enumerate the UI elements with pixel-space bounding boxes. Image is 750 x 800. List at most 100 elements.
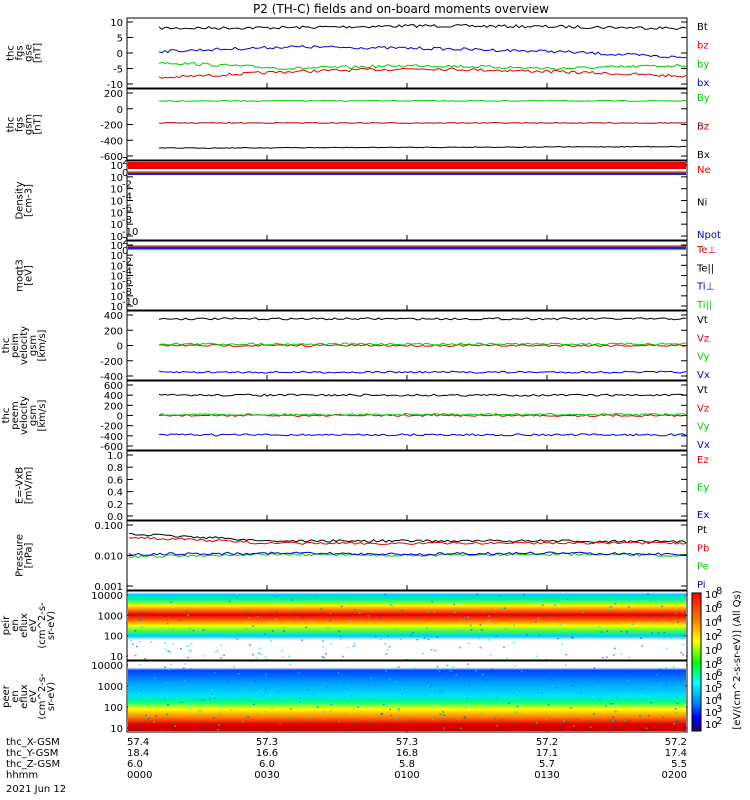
spectrogram-noise [525,671,528,673]
spectrogram-noise [326,685,329,688]
legend-entry: Vt [697,315,708,326]
y-tick-label: -200 [100,422,123,433]
spectrogram-noise [490,668,493,670]
spectrogram-noise [682,654,685,656]
series-Vx [158,370,687,374]
spectrogram-noise [451,596,454,598]
spectrogram-noise [454,611,456,614]
y-tick-exponent: -4 [122,267,132,278]
spectrogram-noise [606,630,609,632]
spectrogram-noise [161,689,164,691]
spectrogram-noise [597,696,600,699]
spectrogram-noise [339,638,342,641]
panels-group: 1050-5-10thcfgsgse[nT]Btbzbybx2000-200-4… [0,17,721,735]
spectrogram-noise [479,646,482,649]
spectrogram-noise [613,719,616,722]
spectrogram-noise [168,650,171,652]
spectrogram-noise [442,714,445,716]
series-Bz [158,121,687,124]
spectrogram-noise [275,595,278,598]
y-tick-exponent: 2 [122,236,128,247]
spectrogram-noise [264,673,267,676]
y-axis-label-line: [km/s] [37,329,48,361]
spectrogram-noise [573,725,576,727]
y-tick-label: -600 [100,442,123,453]
spectrogram-noise [186,645,189,648]
spectrogram-noise [329,619,332,622]
spectrogram-noise [499,595,502,597]
y-axis-label-line: [eV] [24,265,35,286]
y-tick-label: 0 [117,342,123,353]
y-axis-label-line: E=-VxB [15,467,26,504]
spectrogram-noise [166,622,169,625]
spectrogram-noise [239,687,242,690]
colorbar-tick: 10 [705,590,718,601]
spectrogram-noise [198,709,201,712]
y-axis-label-line: velocity [19,396,30,435]
spectrogram-noise [266,686,269,689]
legend-entry: bx [697,78,709,89]
y-axis-label-line: en [10,619,21,632]
y-tick-label: 10 [110,241,123,252]
spectrogram-noise [553,604,556,606]
spectrogram-noise [190,642,193,645]
y-axis-label: thcfgsgsm[nT] [6,114,44,135]
ephemeris-row-name: hhmm [6,770,38,781]
spectrogram-noise [488,619,491,622]
colorbar-tick: 10 [705,646,718,657]
spectrogram-noise [397,612,399,615]
spectrogram-noise [389,708,391,711]
spectrogram-noise [601,657,604,659]
legend-entry: Pb [697,543,709,554]
spectrogram-noise [593,667,596,669]
colorbar-tick: 10 [705,660,718,671]
spectrogram-noise [589,726,592,728]
spectrogram-noise [138,640,141,643]
spectrogram-noise [258,647,261,649]
spectrogram-noise [346,646,349,649]
spectrogram-noise [439,716,442,718]
y-axis-label-line: gsm [24,114,35,135]
spectrogram-noise [512,724,515,726]
spectrogram-noise [620,630,623,633]
spectrogram-noise [253,680,256,683]
spectrogram-noise [299,698,302,701]
spectrogram-noise [665,684,668,686]
spectrogram-noise [438,596,441,598]
spectrogram-noise [630,609,633,611]
spectrogram-noise [180,648,182,650]
spectrogram-noise [520,670,523,673]
spectrogram-noise [456,632,459,635]
colorbar-exponent: 4 [716,692,722,703]
spectrogram-noise [480,678,483,680]
spectrogram-noise [135,636,138,639]
spectrogram-noise [301,617,304,619]
y-tick-label: 10 [110,220,123,231]
spectrogram-noise [144,657,147,660]
y-axis-label-line: en [10,690,21,703]
spectrogram-noise [423,690,426,693]
spectrogram-noise [547,704,550,706]
spectrogram-noise [605,656,608,659]
spectrogram-noise [399,594,402,596]
spectrogram-noise [424,694,426,696]
panel-fgs-gsm: 200 0 -200 -400 -600 thcfgsgsm[nT] By Bz Bx [6,88,710,163]
spectrogram-noise [134,630,137,632]
spectrogram-noise [413,667,416,670]
spectrogram-noise [453,603,455,606]
spectrogram-noise [237,672,240,675]
y-tick-exponent: -2 [122,256,132,267]
spectrogram-noise [305,626,308,629]
spectrogram-noise [503,646,505,648]
spectrogram-noise [591,700,594,703]
spectrogram-noise [442,719,444,721]
spectrogram-noise [415,617,418,619]
spectrogram-noise [301,639,304,642]
spectrogram-noise [357,706,360,708]
spectrogram-noise [244,674,247,676]
spectrogram-noise [386,648,389,651]
y-axis-label-line: thc [0,618,3,634]
y-axis-label-line: peir [1,615,12,635]
legend-entry: Te|| [696,263,714,274]
